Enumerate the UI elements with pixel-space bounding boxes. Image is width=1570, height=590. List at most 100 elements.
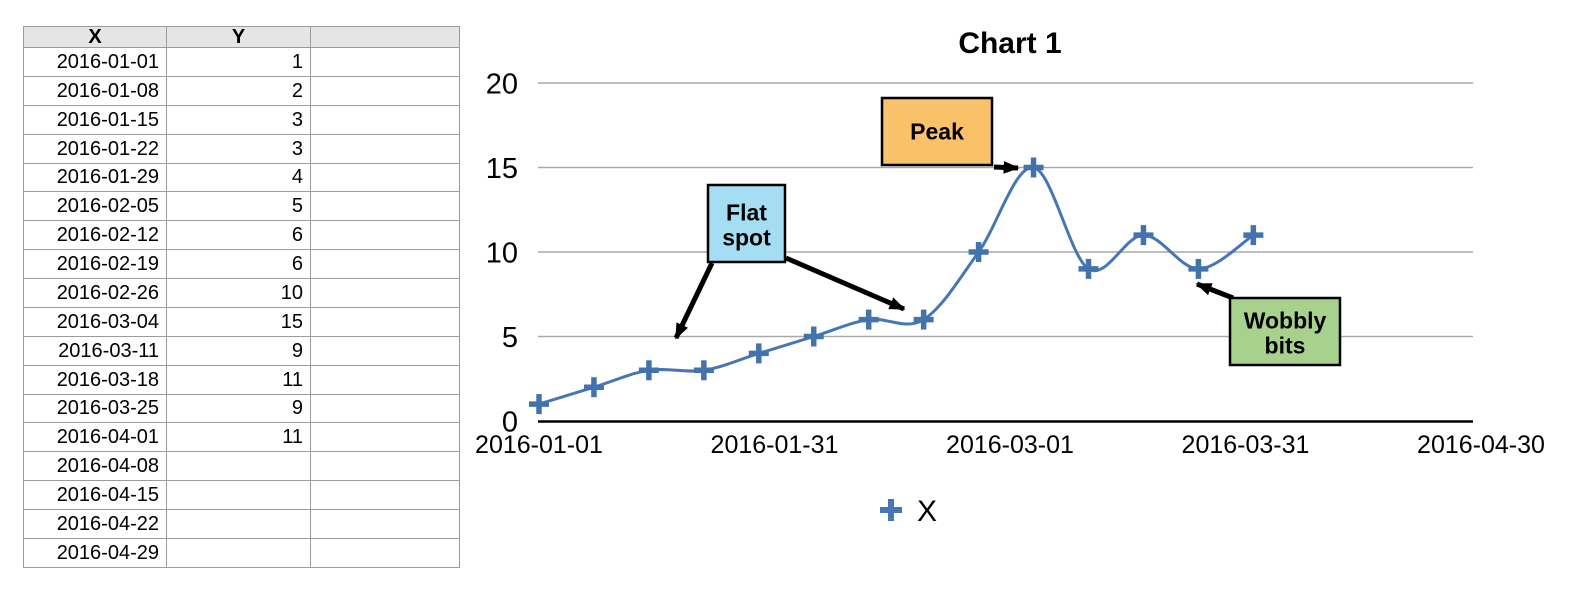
cell-y-value[interactable]: 6 [166, 249, 311, 279]
cell-y-value[interactable]: 1 [166, 47, 311, 77]
table-row: 2016-04-01 11 [23, 422, 460, 453]
column-header-y[interactable]: Y [166, 26, 311, 48]
cell-y-value[interactable] [166, 451, 311, 482]
data-point-marker[interactable] [1023, 157, 1044, 178]
data-point-marker[interactable] [1188, 258, 1209, 279]
data-point-marker[interactable] [1133, 225, 1154, 246]
annotation-box-flat-spot[interactable] [706, 183, 787, 264]
cell-x-date[interactable]: 2016-03-04 [23, 306, 167, 337]
series-x[interactable] [529, 157, 1264, 415]
table-row: 2016-02-05 5 [23, 191, 460, 222]
data-point-marker[interactable] [638, 360, 659, 381]
annotation-peak[interactable]: Peak [880, 96, 1020, 174]
cell-x-date[interactable]: 2016-01-22 [23, 133, 167, 164]
cell-blank[interactable] [310, 220, 460, 251]
cell-blank[interactable] [310, 393, 460, 424]
cell-x-date[interactable]: 2016-03-11 [23, 335, 167, 366]
column-header-blank[interactable] [310, 26, 460, 48]
data-point-marker[interactable] [693, 360, 714, 381]
cell-y-value[interactable]: 6 [166, 220, 311, 251]
data-point-marker[interactable] [748, 343, 769, 364]
cell-blank[interactable] [310, 306, 460, 337]
cell-blank[interactable] [310, 75, 460, 106]
cell-blank[interactable] [310, 537, 460, 569]
cell-x-date[interactable]: 2016-01-15 [23, 104, 167, 135]
cell-blank[interactable] [310, 249, 460, 279]
cell-x-date[interactable]: 2016-01-08 [23, 75, 167, 106]
annotation-label: bits [1265, 333, 1306, 359]
cell-y-value[interactable]: 9 [166, 335, 311, 366]
legend-label[interactable]: X [917, 495, 937, 528]
cell-x-date[interactable]: 2016-01-29 [23, 162, 167, 193]
cell-y-value[interactable] [166, 480, 311, 510]
cell-x-date[interactable]: 2016-01-01 [23, 47, 167, 77]
cell-y-value[interactable]: 15 [166, 306, 311, 337]
data-point-marker[interactable] [583, 377, 604, 398]
annotation-box-wobbly-bits[interactable] [1228, 296, 1342, 367]
cell-blank[interactable] [310, 364, 460, 395]
cell-x-date[interactable]: 2016-02-19 [23, 249, 167, 279]
cell-y-value[interactable]: 3 [166, 133, 311, 164]
cell-blank[interactable] [310, 422, 460, 453]
table-row: 2016-04-15 [23, 480, 460, 510]
data-point-marker[interactable] [913, 309, 934, 330]
data-point-marker[interactable] [1243, 225, 1264, 246]
cell-x-date[interactable]: 2016-04-29 [23, 537, 167, 569]
x-tick-label: 2016-01-01 [475, 431, 603, 459]
table-row: 2016-03-25 9 [23, 393, 460, 424]
cell-y-value[interactable] [166, 509, 311, 539]
cell-x-date[interactable]: 2016-03-25 [23, 393, 167, 424]
cell-y-value[interactable]: 5 [166, 191, 311, 222]
cell-blank[interactable] [310, 162, 460, 193]
cell-x-date[interactable]: 2016-02-12 [23, 220, 167, 251]
cell-x-date[interactable]: 2016-04-15 [23, 480, 167, 510]
cell-y-value[interactable]: 9 [166, 393, 311, 424]
column-header-x[interactable]: X [23, 26, 167, 48]
cell-y-value[interactable]: 2 [166, 75, 311, 106]
table-row: 2016-04-29 [23, 537, 460, 569]
data-point-marker[interactable] [858, 309, 879, 330]
cell-y-value[interactable]: 11 [166, 422, 311, 453]
table-row: 2016-02-26 10 [23, 278, 460, 308]
cell-x-date[interactable]: 2016-04-08 [23, 451, 167, 482]
cell-blank[interactable] [310, 335, 460, 366]
cell-blank[interactable] [310, 133, 460, 164]
cell-y-value[interactable] [166, 537, 311, 569]
data-point-marker[interactable] [529, 394, 549, 415]
cell-x-date[interactable]: 2016-03-18 [23, 364, 167, 395]
table-row: 2016-01-15 3 [23, 104, 460, 135]
cell-y-value[interactable]: 4 [166, 162, 311, 193]
cell-y-value[interactable]: 10 [166, 278, 311, 308]
cell-blank[interactable] [310, 451, 460, 482]
cell-blank[interactable] [310, 480, 460, 510]
table-body: 2016-01-01 1 2016-01-08 2 2016-01-15 3 2016-01… [23, 47, 460, 569]
cell-x-date[interactable]: 2016-02-05 [23, 191, 167, 222]
annotation-box-peak[interactable] [880, 96, 994, 167]
data-point-marker[interactable] [1078, 258, 1099, 279]
cell-y-value[interactable]: 3 [166, 104, 311, 135]
cell-blank[interactable] [310, 191, 460, 222]
y-tick-label: 10 [486, 238, 518, 270]
annotation-label: Flat [726, 200, 767, 226]
cell-blank[interactable] [310, 509, 460, 539]
cell-x-date[interactable]: 2016-02-26 [23, 278, 167, 308]
cell-y-value[interactable]: 11 [166, 364, 311, 395]
data-point-marker[interactable] [968, 242, 989, 262]
table-row: 2016-02-19 6 [23, 249, 460, 279]
x-tick-label: 2016-03-31 [1182, 431, 1310, 459]
cell-blank[interactable] [310, 278, 460, 308]
y-tick-label: 5 [502, 322, 518, 354]
data-table[interactable]: X Y 2016-01-01 1 2016-01-08 2 2016-01-15 3 201… [23, 26, 460, 569]
data-point-marker[interactable] [803, 326, 824, 347]
x-axis-labels: 2016-01-01 2016-01-31 2016-03-01 2016-03-31… [475, 431, 1545, 459]
cell-x-date[interactable]: 2016-04-01 [23, 422, 167, 453]
legend[interactable]: X [880, 495, 937, 528]
cell-x-date[interactable]: 2016-04-22 [23, 509, 167, 539]
annotation-arrow [673, 261, 715, 340]
cell-blank[interactable] [310, 104, 460, 135]
cell-blank[interactable] [310, 47, 460, 77]
